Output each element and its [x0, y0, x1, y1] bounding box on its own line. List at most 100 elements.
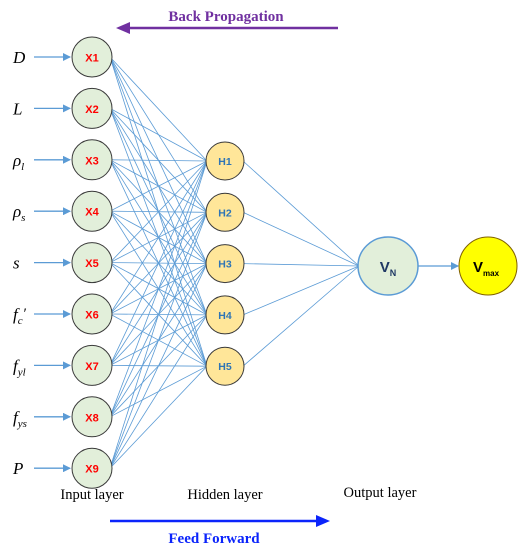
- input-node: X1: [71, 36, 113, 78]
- input-node-circle: [71, 36, 113, 78]
- back-propagation-label: Back Propagation: [168, 9, 284, 25]
- input-variable-symbol: P: [12, 459, 23, 478]
- output-layer-label: Output layer: [344, 485, 417, 501]
- input-variable-label: fyl: [13, 356, 26, 378]
- input-variable-label: fc′: [13, 305, 27, 327]
- hidden-node-label: H2: [218, 207, 232, 219]
- input-variable-label: ρl: [12, 151, 24, 173]
- input-variable-label: L: [12, 99, 22, 118]
- input-variable-symbol: f: [13, 408, 20, 427]
- input-node-circle: [71, 139, 113, 181]
- input-hidden-connection: [109, 160, 208, 469]
- output-sub-text: N: [390, 268, 397, 278]
- input-variable-label: D: [12, 48, 26, 67]
- input-variable-symbol: f: [13, 356, 20, 375]
- input-variable-symbol: ρ: [12, 202, 21, 221]
- input-node-circle: [71, 293, 113, 335]
- input-variable-label: s: [13, 254, 20, 273]
- feed-forward-arrow-head: [316, 515, 330, 527]
- input-variable-symbol: ρ: [12, 151, 21, 170]
- input-hidden-connection: [109, 365, 208, 469]
- input-variable-label: ρs: [12, 202, 25, 224]
- input-node-circle: [71, 190, 113, 232]
- hidden-node: H1: [205, 141, 245, 181]
- hidden-layer-nodes: H1 H2 H3 H4 H5: [205, 141, 245, 386]
- hidden-node-label: H5: [218, 361, 232, 373]
- input-variable-subscript: s: [21, 212, 25, 224]
- input-node: X7: [71, 344, 113, 386]
- output-node: VN: [357, 236, 419, 296]
- input-node-label: X8: [85, 412, 98, 424]
- input-node-label: X7: [85, 361, 98, 373]
- input-layer-nodes: X1 X2 X3 X4 X5 X6 X7 X8 X9: [71, 36, 113, 489]
- hidden-output-connection: [242, 211, 360, 267]
- input-variable-subscript: yl: [17, 366, 26, 378]
- input-layer-label: Input layer: [60, 487, 123, 503]
- back-propagation-indicator: Back Propagation: [116, 9, 338, 34]
- input-hidden-connection: [109, 160, 208, 417]
- input-variable-symbol: f: [13, 305, 20, 324]
- hidden-node: H2: [205, 192, 245, 232]
- input-variable-symbol: s: [13, 254, 20, 273]
- input-variable-label: fys: [13, 408, 27, 430]
- input-hidden-connection: [109, 108, 208, 162]
- input-variable-subscript: ys: [17, 418, 27, 430]
- input-node: X8: [71, 396, 113, 438]
- feed-forward-indicator: Feed Forward: [110, 515, 330, 547]
- input-hidden-connection: [109, 160, 208, 212]
- input-node: X4: [71, 190, 113, 232]
- input-variable-symbol: L: [12, 99, 22, 118]
- input-node-circle: [71, 87, 113, 129]
- input-node: X3: [71, 139, 113, 181]
- hidden-node-circle: [205, 295, 245, 335]
- input-node-label: X4: [85, 207, 99, 219]
- input-node-label: X3: [85, 155, 98, 167]
- input-node-label: X1: [85, 53, 98, 65]
- input-node-label: X5: [85, 258, 98, 270]
- hidden-layer-label: Hidden layer: [187, 487, 262, 503]
- hidden-node-circle: [205, 244, 245, 284]
- final-sub-text: max: [483, 269, 500, 278]
- input-hidden-connection: [109, 160, 208, 366]
- hidden-output-connection: [242, 263, 360, 267]
- input-hidden-connection: [109, 160, 208, 263]
- input-node-label: X2: [85, 104, 98, 116]
- hidden-node-circle: [205, 192, 245, 232]
- input-hidden-connection: [109, 314, 208, 469]
- final-node-label: Vmax: [473, 259, 500, 278]
- input-variable-symbol: D: [12, 48, 26, 67]
- hidden-node-circle: [205, 141, 245, 181]
- hidden-node-label: H3: [218, 259, 232, 271]
- input-node-label: X6: [85, 310, 98, 322]
- input-node: X2: [71, 87, 113, 129]
- hidden-output-connection: [242, 265, 360, 367]
- input-variable-subscript: l: [21, 161, 24, 173]
- hidden-node: H5: [205, 346, 245, 386]
- final-node: Vmax: [458, 236, 518, 296]
- final-node-circle: [458, 236, 518, 296]
- input-hidden-connection: [109, 212, 208, 469]
- back-propagation-arrow-head: [116, 22, 130, 34]
- input-node-circle: [71, 242, 113, 284]
- input-hidden-connection: [109, 56, 208, 162]
- final-main-text: V: [473, 259, 483, 276]
- hidden-node-label: H4: [218, 310, 232, 322]
- input-hidden-connection: [109, 160, 208, 315]
- hidden-node: H3: [205, 244, 245, 284]
- hidden-node-circle: [205, 346, 245, 386]
- hidden-output-connection: [242, 265, 360, 316]
- input-variable-prime: ′: [23, 306, 27, 322]
- input-node-label: X9: [85, 464, 98, 476]
- input-variable-subscript: c: [18, 315, 23, 327]
- input-node-circle: [71, 447, 113, 489]
- input-node: X5: [71, 242, 113, 284]
- input-node: X6: [71, 293, 113, 335]
- input-node: X9: [71, 447, 113, 489]
- input-node-circle: [71, 396, 113, 438]
- feed-forward-label: Feed Forward: [168, 531, 260, 547]
- input-hidden-connection: [109, 159, 208, 162]
- output-main-text: V: [380, 259, 390, 276]
- output-node-label: VN: [380, 259, 397, 278]
